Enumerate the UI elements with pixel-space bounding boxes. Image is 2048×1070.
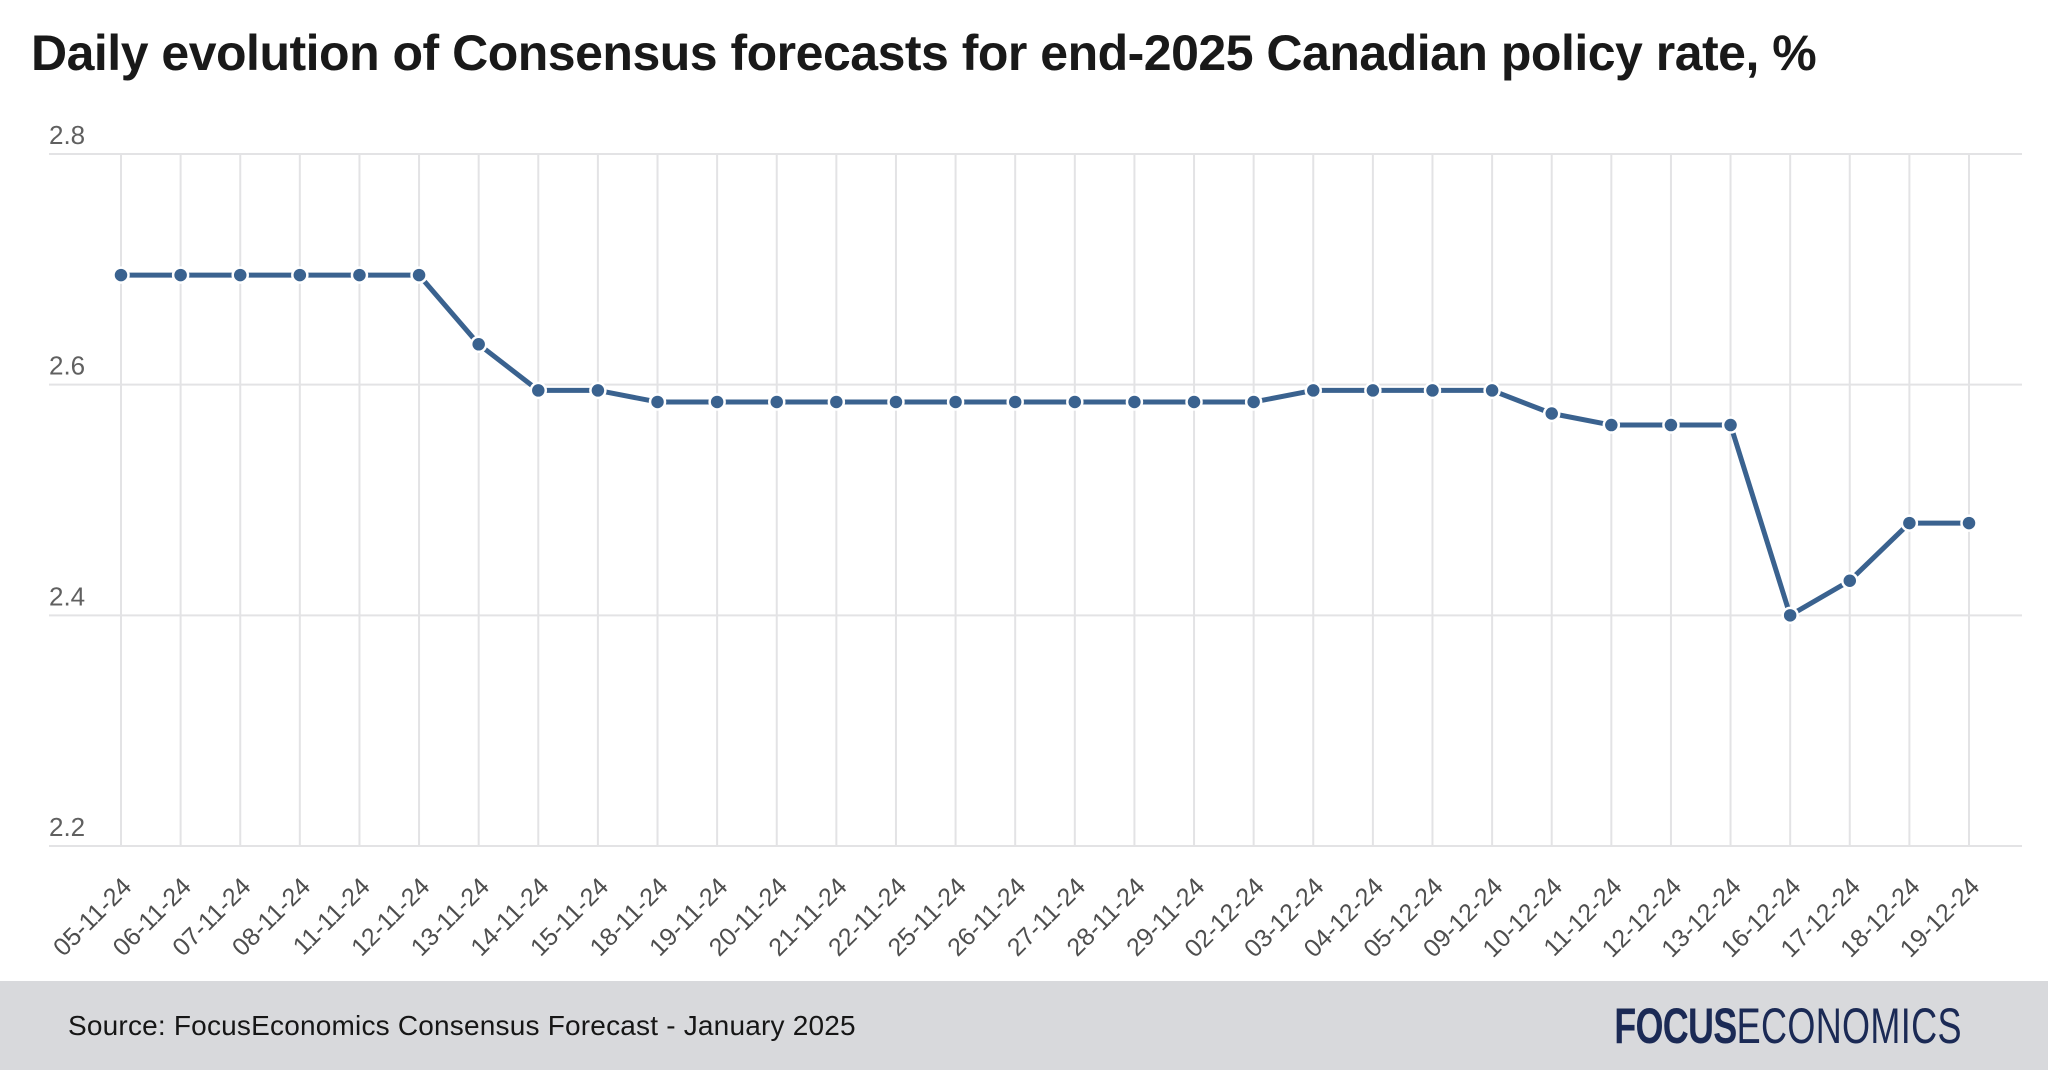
- data-point-marker: [589, 381, 607, 400]
- chart-title: Daily evolution of Consensus forecasts f…: [31, 25, 1817, 81]
- data-point-marker: [887, 393, 905, 411]
- data-point-marker: [1423, 381, 1442, 400]
- series-line: [118, 272, 1972, 618]
- logo-word-economics: ECONOMICS: [1736, 997, 1962, 1054]
- data-point-marker: [946, 393, 965, 411]
- data-point-marker: [469, 335, 488, 354]
- data-point-marker: [1006, 393, 1024, 411]
- focuseconomics-logo: FOCUSECONOMICS: [1479, 981, 1962, 1070]
- y-axis-labels: 2.8 2.6 2.4 2.2: [49, 120, 85, 842]
- focuseconomics-logo-text: FOCUSECONOMICS: [1614, 1001, 1962, 1051]
- data-point-marker: [291, 266, 309, 284]
- line-chart: 2.8 2.6 2.4 2.2 05-11-2406-11-2407-11-2408-1…: [48, 120, 2022, 963]
- data-point-marker: [1066, 393, 1084, 411]
- data-point-marker: [112, 266, 130, 284]
- data-point-marker: [1364, 381, 1382, 400]
- source-text: Source: FocusEconomics Consensus Forecas…: [68, 1009, 856, 1041]
- x-axis-labels: 05-11-2406-11-2407-11-2408-11-2411-11-24…: [48, 872, 1985, 963]
- data-point-marker: [648, 393, 667, 411]
- data-point-marker: [1185, 393, 1203, 411]
- data-point-marker: [1304, 381, 1323, 400]
- data-point-marker: [1960, 514, 1978, 532]
- grid-lines: [49, 153, 2022, 847]
- footer-band: Source: FocusEconomics Consensus Forecas…: [0, 981, 2048, 1070]
- data-point-marker: [827, 393, 846, 411]
- data-point-marker: [1483, 381, 1501, 400]
- data-point-marker: [1721, 416, 1740, 434]
- data-point-marker: [1602, 416, 1621, 434]
- data-point-marker: [410, 266, 428, 284]
- data-point-marker: [231, 266, 249, 284]
- data-point-marker: [1900, 514, 1919, 532]
- data-point-marker: [1781, 606, 1799, 625]
- y-tick-label: 2.6: [49, 351, 85, 381]
- data-point-marker: [171, 266, 190, 284]
- data-point-marker: [1662, 416, 1680, 434]
- y-tick-label: 2.2: [49, 812, 85, 842]
- data-point-marker: [1244, 393, 1263, 411]
- data-point-marker: [1125, 393, 1144, 411]
- data-point-marker: [529, 381, 548, 400]
- data-point-marker: [767, 393, 786, 411]
- data-point-marker: [350, 266, 369, 284]
- logo-word-focus: FOCUS: [1614, 997, 1737, 1054]
- data-point-marker: [708, 393, 726, 411]
- y-tick-label: 2.8: [49, 120, 85, 150]
- data-point-marker: [1542, 404, 1561, 423]
- y-tick-label: 2.4: [49, 581, 85, 611]
- data-points: [112, 266, 1978, 625]
- data-point-marker: [1841, 571, 1859, 590]
